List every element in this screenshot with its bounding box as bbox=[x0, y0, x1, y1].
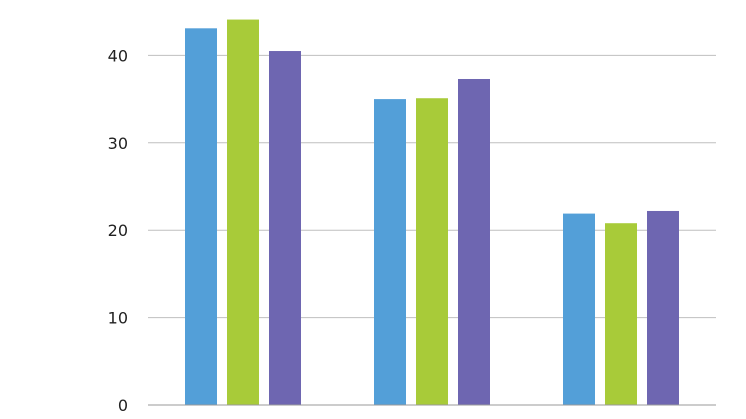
bar-series-3-group-1 bbox=[269, 51, 301, 405]
y-tick-label-20: 20 bbox=[108, 221, 128, 240]
y-tick-label-10: 10 bbox=[108, 309, 128, 328]
y-tick-label-40: 40 bbox=[108, 46, 128, 65]
y-axis-tick-labels: 0 10 20 30 40 bbox=[108, 46, 128, 415]
bar-series-2-group-1 bbox=[227, 19, 259, 405]
bar-series-1-group-3 bbox=[563, 213, 595, 405]
bar-series-3-group-2 bbox=[458, 78, 490, 406]
bar-series-1-group-1 bbox=[185, 28, 217, 405]
bar-series-1-group-2 bbox=[374, 99, 406, 405]
y-tick-label-0: 0 bbox=[118, 396, 128, 415]
bar-series-3-group-3 bbox=[647, 210, 679, 405]
y-tick-label-30: 30 bbox=[108, 134, 128, 153]
bar-series-2-group-3 bbox=[605, 223, 637, 405]
bar-series-2-group-2 bbox=[416, 98, 448, 405]
bars bbox=[185, 19, 679, 406]
